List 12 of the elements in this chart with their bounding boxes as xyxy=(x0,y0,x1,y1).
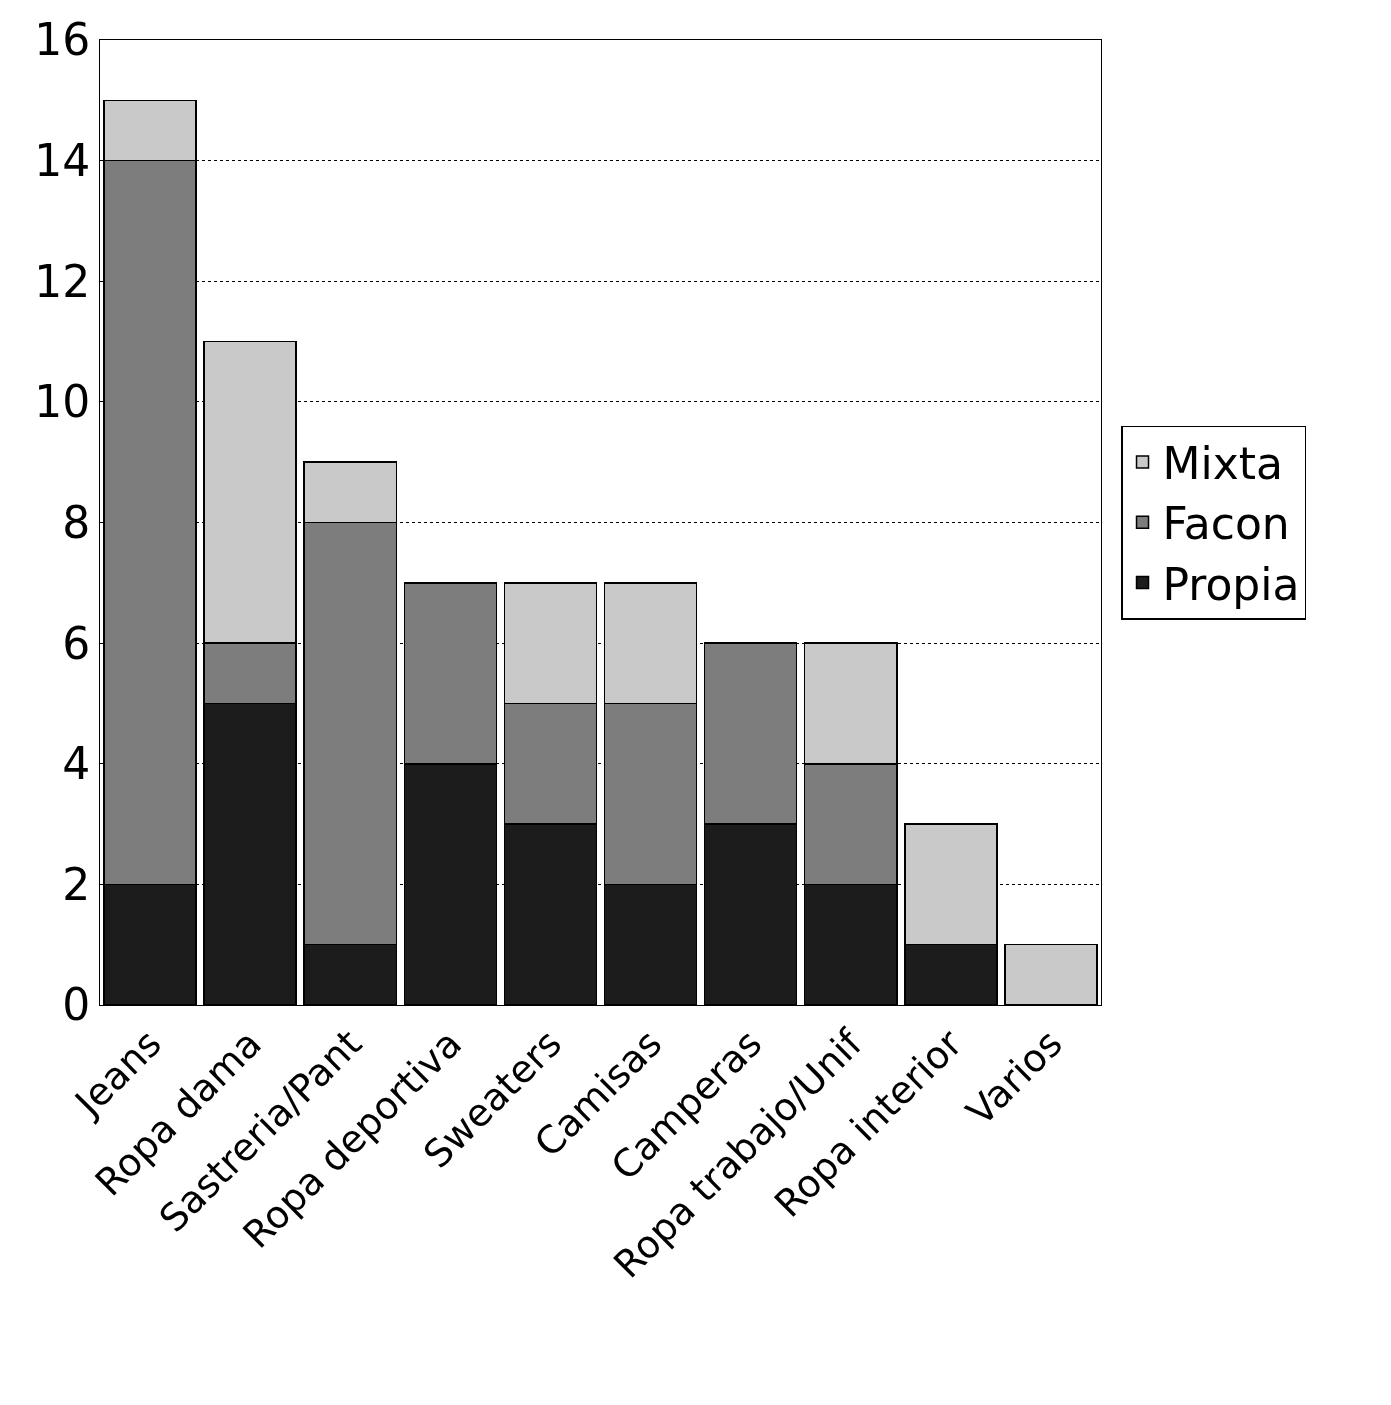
y-tick-label: 12 xyxy=(34,255,91,307)
y-tick-label: 2 xyxy=(62,858,91,910)
y-tick-label: 14 xyxy=(34,135,91,187)
y-tick-label: 6 xyxy=(62,617,91,669)
y-tick-label: 0 xyxy=(62,979,91,1031)
y-tick-label: 4 xyxy=(62,738,91,790)
y-tick-label: 16 xyxy=(34,14,91,66)
legend-label: Mixta xyxy=(1162,438,1283,490)
y-tick-label: 8 xyxy=(62,496,91,548)
legend-label: Propia xyxy=(1162,558,1300,610)
legend-label: Facon xyxy=(1162,498,1290,550)
y-tick-label: 10 xyxy=(34,376,91,428)
